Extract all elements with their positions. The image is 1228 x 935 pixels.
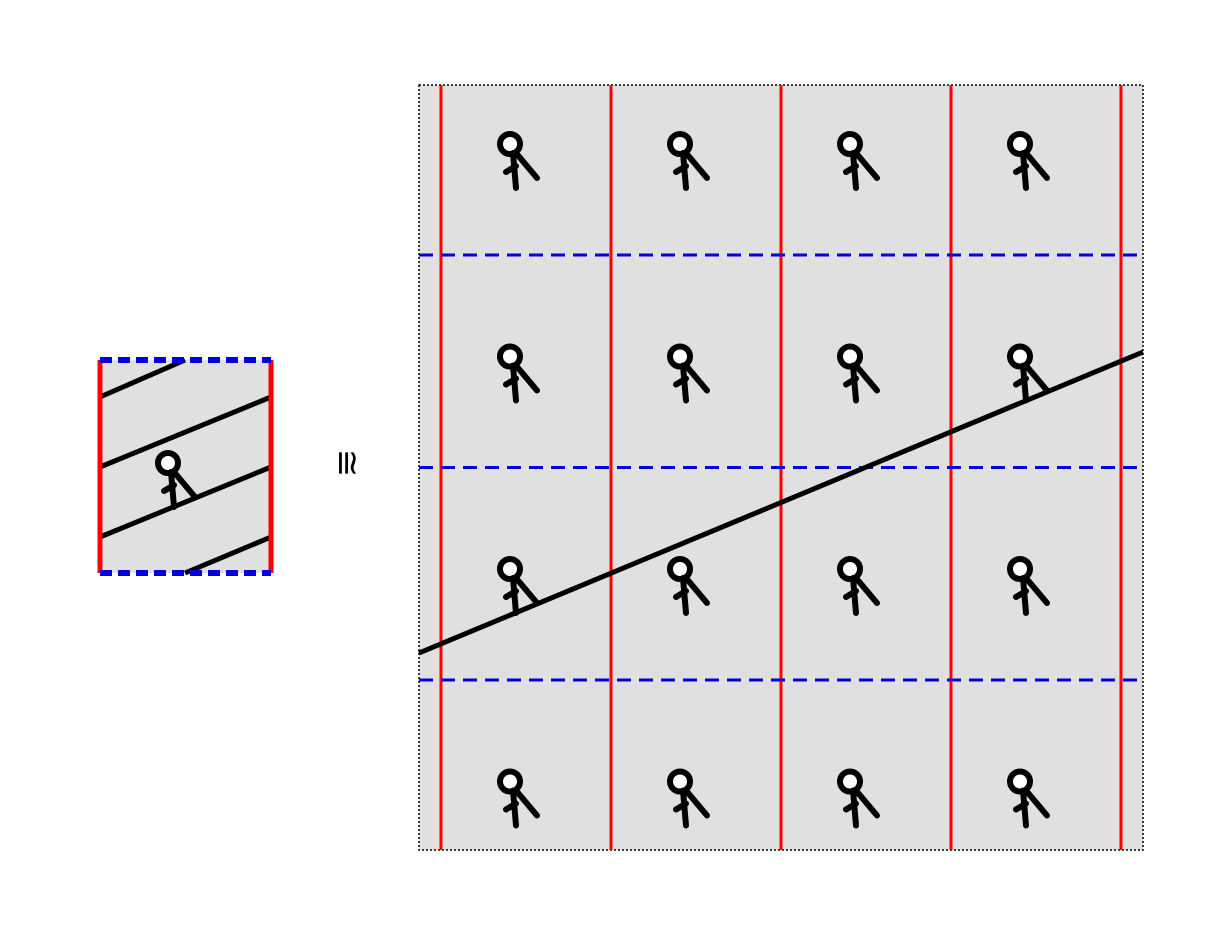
fundamental-line-pieces (99, 357, 272, 576)
fundamental-fill (100, 360, 271, 573)
congruence-symbol: ≅ (327, 449, 367, 478)
lifted-line (418, 349, 1144, 656)
line-piece (99, 464, 272, 540)
line-piece (99, 357, 186, 400)
line-piece (184, 534, 272, 576)
fundamental-domain (97, 357, 274, 576)
cover-grid-lines (419, 85, 1143, 850)
universal-cover (418, 84, 1144, 851)
line-piece (99, 394, 272, 470)
